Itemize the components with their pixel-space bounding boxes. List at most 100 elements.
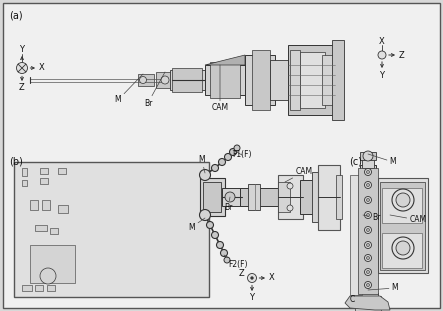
Text: M: M: [368, 154, 396, 166]
Circle shape: [392, 237, 414, 259]
Bar: [35, 225, 47, 231]
Circle shape: [248, 273, 256, 282]
Circle shape: [365, 169, 372, 175]
Bar: [300, 180, 315, 214]
Circle shape: [366, 183, 369, 187]
Text: Y: Y: [19, 44, 24, 53]
Bar: [332, 40, 344, 120]
Circle shape: [363, 151, 373, 161]
Text: Br: Br: [224, 197, 232, 212]
Bar: [30, 245, 75, 283]
Circle shape: [199, 169, 210, 180]
Bar: [240, 188, 280, 206]
Text: F2(F): F2(F): [224, 255, 248, 270]
Bar: [300, 52, 325, 108]
Bar: [382, 188, 422, 223]
Circle shape: [365, 242, 372, 248]
Text: CAM: CAM: [285, 168, 313, 182]
Bar: [350, 175, 362, 295]
Circle shape: [366, 284, 369, 286]
Text: (b): (b): [9, 157, 23, 167]
Circle shape: [234, 145, 240, 151]
Circle shape: [366, 271, 369, 273]
Circle shape: [392, 189, 414, 211]
Bar: [22, 180, 27, 186]
Bar: [278, 182, 290, 212]
Bar: [30, 200, 38, 210]
Circle shape: [225, 154, 232, 160]
Circle shape: [365, 254, 372, 262]
Bar: [14, 162, 209, 297]
Bar: [252, 50, 270, 110]
Bar: [312, 172, 320, 222]
Bar: [336, 175, 342, 219]
Text: X: X: [39, 63, 45, 72]
Bar: [138, 74, 154, 86]
Bar: [355, 296, 381, 311]
Bar: [156, 72, 174, 88]
Bar: [22, 285, 32, 291]
Bar: [245, 55, 275, 105]
Circle shape: [365, 281, 372, 289]
Text: (a): (a): [9, 11, 23, 21]
Text: F1(F): F1(F): [232, 150, 252, 160]
Circle shape: [365, 197, 372, 203]
Circle shape: [161, 76, 169, 84]
Text: Z: Z: [19, 83, 25, 92]
Bar: [358, 168, 378, 294]
Circle shape: [16, 63, 27, 73]
Bar: [42, 200, 50, 210]
Text: CAM: CAM: [390, 215, 427, 225]
Text: Br: Br: [363, 213, 380, 222]
Circle shape: [211, 165, 218, 171]
Bar: [200, 178, 225, 216]
Polygon shape: [345, 296, 390, 310]
Circle shape: [366, 170, 369, 174]
Text: Y: Y: [380, 71, 385, 80]
Bar: [58, 205, 68, 213]
Circle shape: [366, 244, 369, 247]
Text: Br: Br: [144, 72, 165, 108]
Circle shape: [251, 277, 253, 279]
Bar: [222, 188, 242, 206]
Circle shape: [366, 198, 369, 202]
Circle shape: [365, 226, 372, 234]
Circle shape: [217, 242, 224, 248]
Circle shape: [366, 257, 369, 259]
Circle shape: [396, 193, 410, 207]
Bar: [170, 70, 205, 90]
Bar: [50, 228, 58, 234]
Bar: [203, 182, 221, 212]
Circle shape: [218, 159, 225, 165]
Bar: [205, 65, 245, 95]
Bar: [35, 285, 43, 291]
Bar: [322, 55, 334, 105]
Polygon shape: [205, 55, 245, 65]
Bar: [172, 68, 202, 92]
Bar: [290, 50, 300, 110]
Bar: [358, 293, 378, 305]
Text: CAM: CAM: [211, 65, 229, 113]
Bar: [40, 178, 48, 184]
Circle shape: [287, 205, 293, 211]
Bar: [248, 184, 260, 210]
Text: Z: Z: [239, 268, 245, 277]
Text: M: M: [199, 156, 205, 173]
Bar: [47, 285, 55, 291]
Bar: [380, 182, 425, 270]
Circle shape: [140, 77, 147, 83]
Bar: [382, 233, 422, 268]
Bar: [278, 175, 303, 219]
Circle shape: [378, 51, 386, 59]
Text: X: X: [269, 273, 275, 282]
Bar: [360, 152, 376, 160]
Circle shape: [206, 221, 214, 229]
Circle shape: [366, 229, 369, 231]
Text: M: M: [368, 284, 398, 293]
Bar: [40, 168, 48, 174]
Bar: [270, 60, 290, 100]
Text: M: M: [115, 74, 143, 104]
Circle shape: [396, 241, 410, 255]
Circle shape: [199, 210, 210, 220]
Circle shape: [211, 231, 218, 239]
